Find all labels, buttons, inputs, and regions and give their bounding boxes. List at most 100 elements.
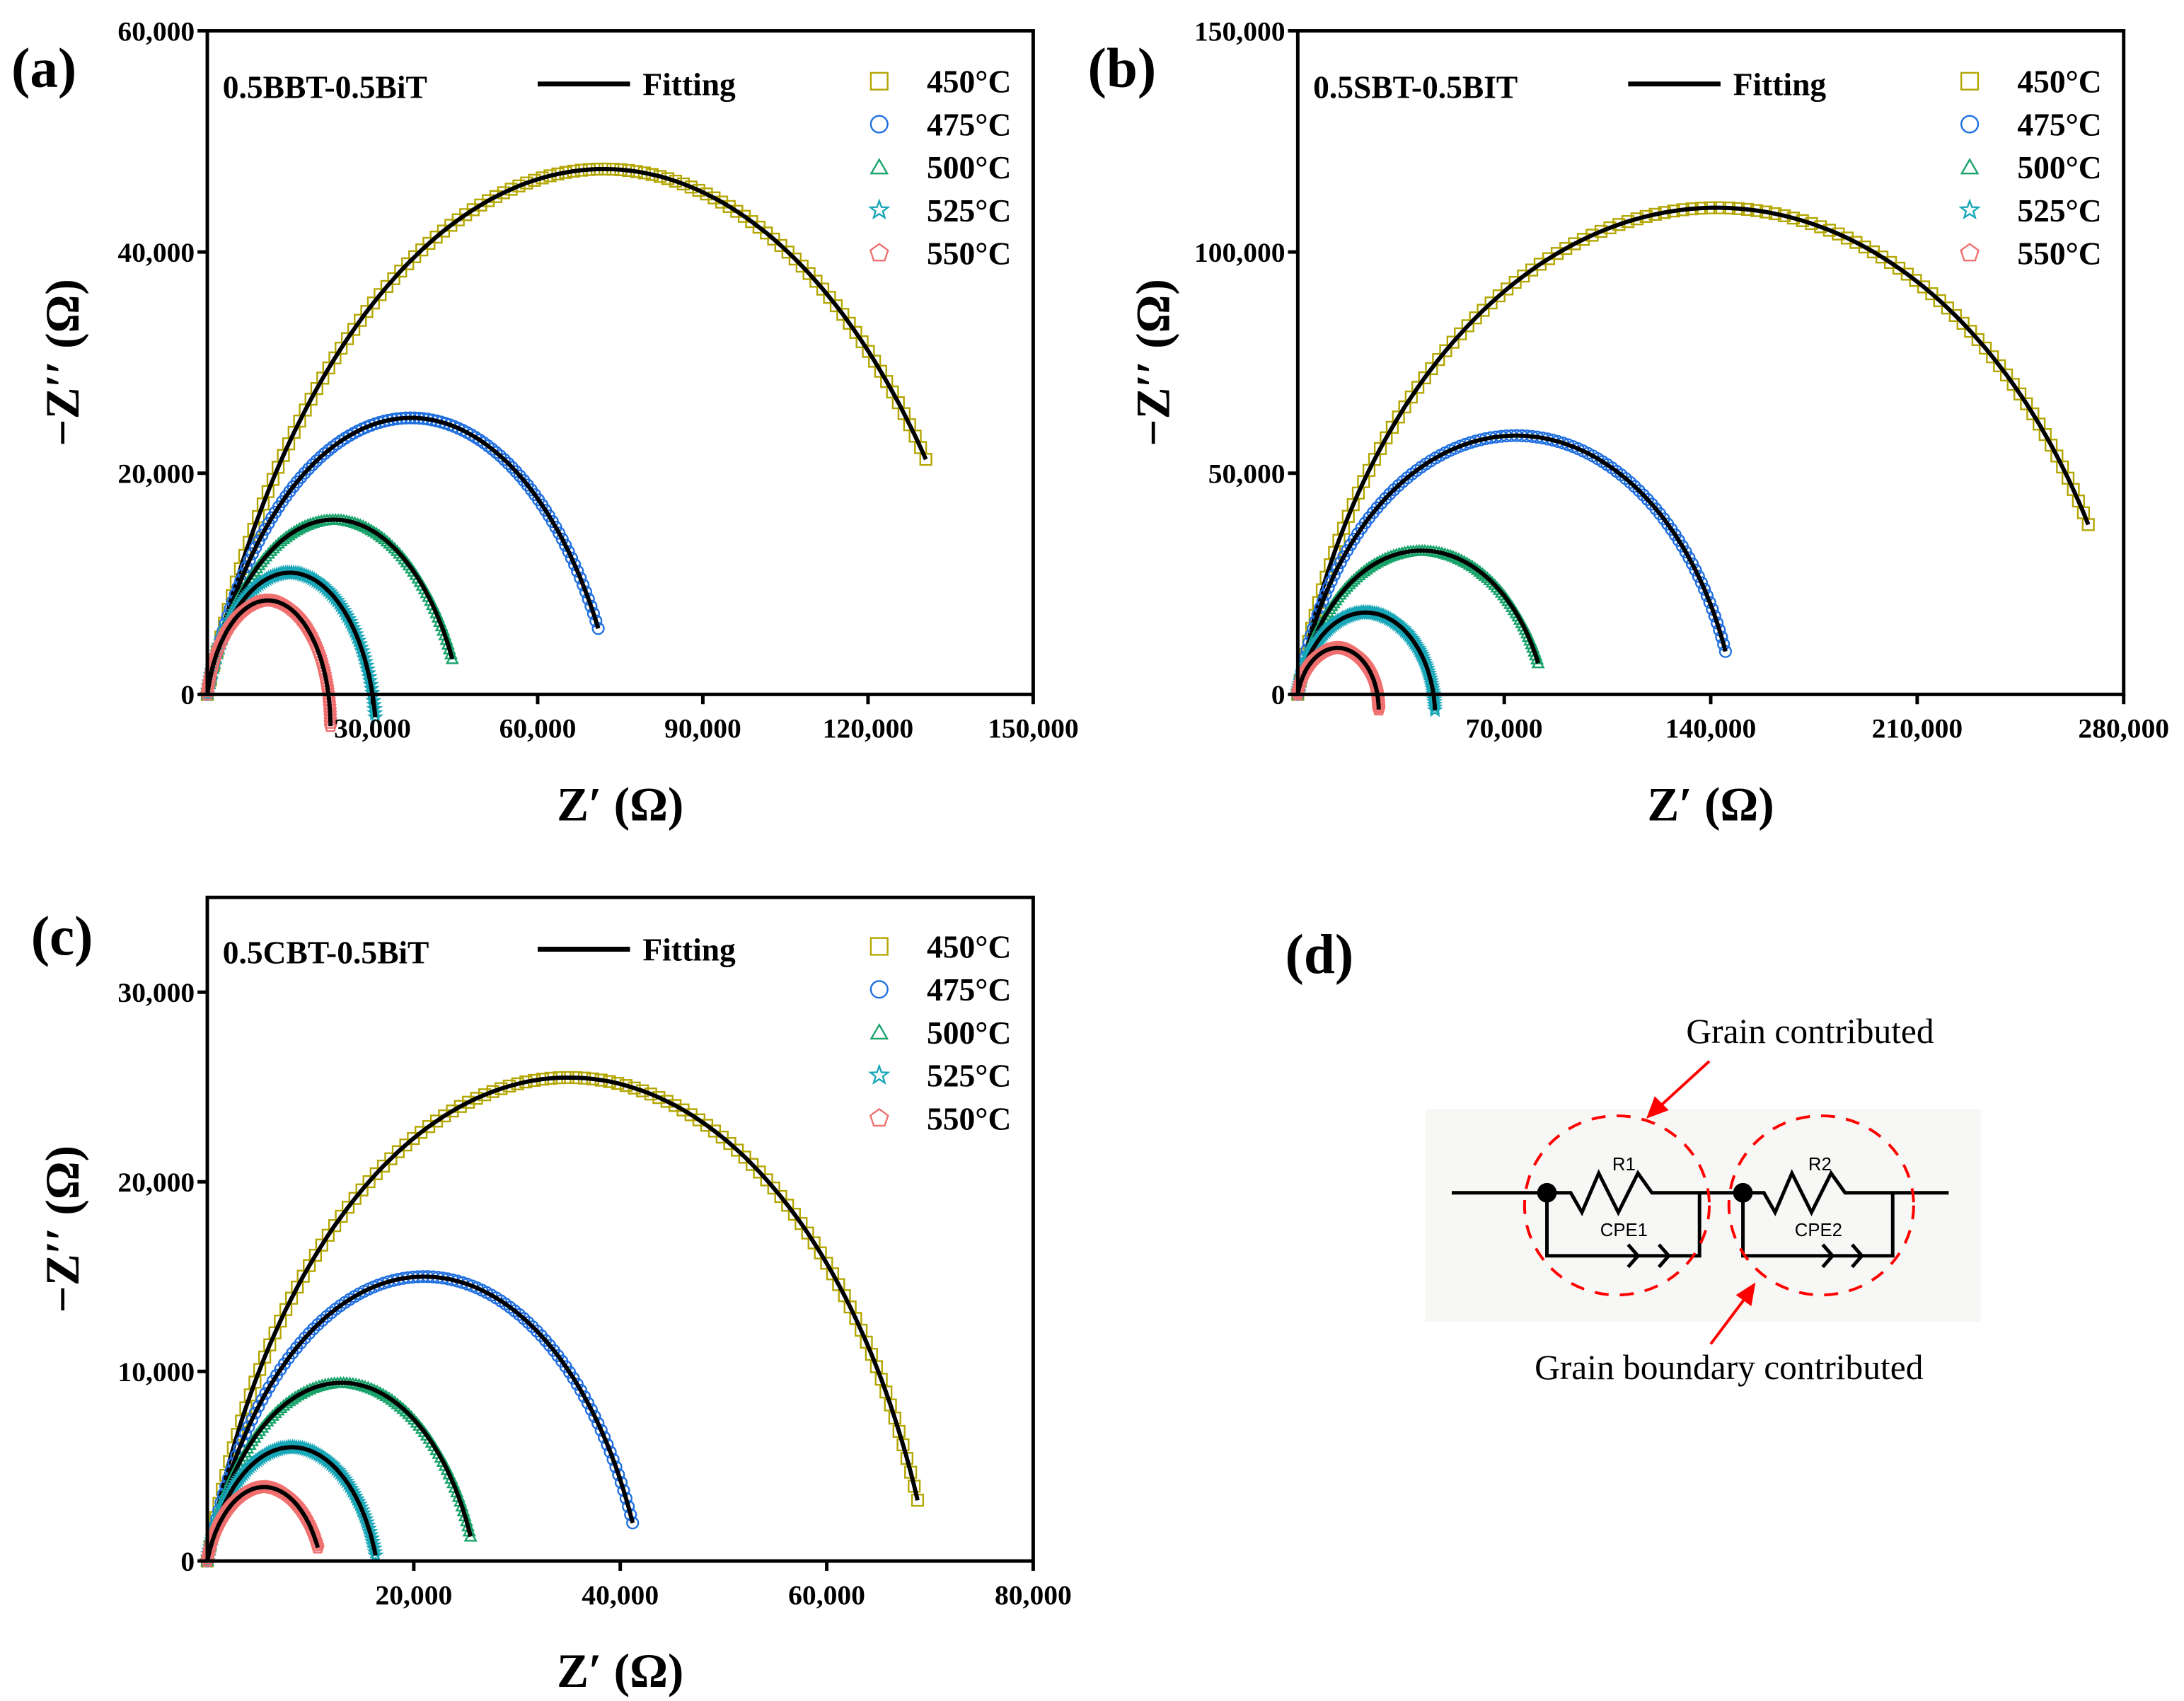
data-point bbox=[341, 1201, 355, 1214]
boundary-highlight-circle bbox=[1727, 1114, 1915, 1297]
y-tick-label: 150,000 bbox=[1194, 16, 1285, 47]
legend-label: 500°C bbox=[927, 1015, 1011, 1051]
panel-a-label: (a) bbox=[11, 38, 76, 100]
legend-label: 450°C bbox=[927, 928, 1011, 964]
legend-marker bbox=[869, 71, 889, 91]
data-point bbox=[1956, 316, 1970, 330]
data-point bbox=[306, 1322, 320, 1336]
data-point bbox=[242, 1420, 255, 1434]
data-point bbox=[316, 1314, 329, 1327]
data-point bbox=[568, 558, 582, 572]
data-point bbox=[781, 246, 795, 259]
cpe2-branch bbox=[1741, 1192, 1895, 1258]
data-point bbox=[692, 183, 705, 197]
data-point bbox=[366, 296, 380, 310]
y-axis-label: −Z′′ (Ω) bbox=[36, 279, 89, 446]
data-point bbox=[1379, 492, 1392, 505]
legend-marker bbox=[869, 1022, 889, 1040]
data-point bbox=[2006, 378, 2020, 391]
data-point bbox=[774, 1189, 787, 1204]
x-tick-label: 90,000 bbox=[664, 713, 741, 744]
data-point bbox=[362, 1175, 376, 1189]
r1-label: R1 bbox=[1612, 1155, 1636, 1175]
grain-arrowhead bbox=[1646, 1096, 1669, 1119]
data-point bbox=[601, 1438, 614, 1451]
y-tick-label: 100,000 bbox=[1194, 237, 1285, 268]
legend-marker bbox=[867, 198, 891, 220]
data-point bbox=[1917, 280, 1931, 294]
fit-line bbox=[205, 1075, 920, 1562]
data-point bbox=[517, 1312, 531, 1325]
fit-line bbox=[205, 598, 333, 727]
data-point bbox=[470, 1092, 483, 1105]
x-tick-label: 30,000 bbox=[334, 713, 411, 744]
data-point bbox=[2081, 518, 2095, 531]
panel-b-label: (b) bbox=[1088, 38, 1157, 100]
data-point bbox=[1372, 700, 1386, 714]
data-point bbox=[485, 442, 499, 456]
data-point bbox=[311, 1540, 325, 1554]
x-tick-label: 40,000 bbox=[582, 1579, 659, 1610]
data-point bbox=[788, 252, 802, 266]
legend-marker bbox=[869, 115, 889, 134]
data-point bbox=[391, 1145, 405, 1158]
data-point bbox=[299, 618, 313, 633]
data-point bbox=[588, 1409, 601, 1423]
data-point bbox=[384, 1152, 398, 1165]
node-dot bbox=[1537, 1182, 1557, 1203]
legend-marker bbox=[1960, 71, 1980, 91]
legend-marker bbox=[869, 980, 889, 999]
data-point bbox=[463, 1530, 478, 1542]
data-point bbox=[328, 1219, 342, 1233]
data-point bbox=[865, 1347, 878, 1361]
x-tick-label: 140,000 bbox=[1665, 713, 1757, 744]
data-point bbox=[787, 1207, 801, 1221]
data-point bbox=[1925, 287, 1939, 301]
data-point bbox=[816, 282, 830, 296]
sample-label: 0.5CBT-0.5BiT bbox=[223, 934, 429, 970]
legend-marker bbox=[869, 158, 889, 175]
fit-line bbox=[205, 167, 928, 696]
legend-marker bbox=[869, 1107, 889, 1127]
data-point bbox=[367, 1547, 384, 1562]
data-point bbox=[1484, 296, 1498, 310]
data-point bbox=[1632, 484, 1646, 497]
fit-legend-label: Fitting bbox=[642, 67, 736, 103]
data-point bbox=[1585, 229, 1599, 242]
legend-label: 500°C bbox=[927, 149, 1011, 185]
y-axis-label: −Z′′ (Ω) bbox=[36, 1146, 89, 1313]
data-point bbox=[1941, 301, 1954, 315]
legend-label: 475°C bbox=[927, 106, 1011, 142]
data-point bbox=[1694, 576, 1709, 589]
y-tick-label: 0 bbox=[1271, 679, 1285, 710]
data-point bbox=[446, 1105, 459, 1118]
data-point bbox=[300, 621, 314, 635]
data-point bbox=[1964, 325, 1977, 338]
data-point bbox=[313, 451, 328, 464]
data-point bbox=[781, 1199, 795, 1212]
boundary-annotation: Grain boundary contributed bbox=[1535, 1348, 1924, 1387]
data-point bbox=[302, 462, 316, 475]
y-tick-label: 60,000 bbox=[117, 16, 195, 47]
data-point bbox=[801, 1226, 814, 1240]
data-point bbox=[1322, 581, 1335, 594]
data-point bbox=[245, 1413, 259, 1426]
data-point bbox=[1461, 319, 1474, 333]
data-point bbox=[1383, 488, 1397, 501]
data-point bbox=[305, 630, 319, 643]
data-point bbox=[1439, 344, 1452, 357]
data-point bbox=[466, 203, 480, 217]
chart-panel-b: 450°C 475°C 500°C 525°C 550°C 70,000 140,000 21… bbox=[1126, 16, 2169, 831]
data-point bbox=[660, 1095, 674, 1108]
data-point bbox=[1697, 582, 1711, 596]
y-tick-label: 30,000 bbox=[117, 977, 195, 1008]
data-point bbox=[584, 1403, 598, 1417]
chart-panel-c: 450°C 475°C 500°C 525°C 550°C 20,000 40,000 60,… bbox=[36, 895, 1072, 1697]
data-point bbox=[823, 291, 836, 304]
data-point bbox=[1909, 274, 1922, 287]
data-point bbox=[1971, 333, 1984, 347]
data-point bbox=[245, 547, 259, 560]
data-point bbox=[248, 1406, 262, 1420]
data-point bbox=[335, 1209, 348, 1223]
